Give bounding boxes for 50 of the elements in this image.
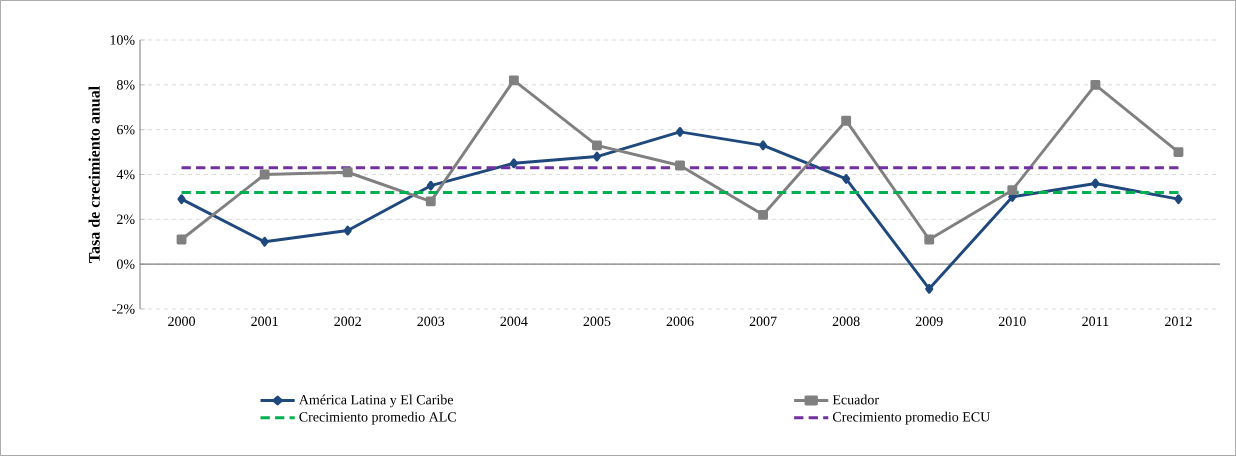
- x-tick-label: 2004: [500, 316, 528, 327]
- y-tick-label: 2%: [117, 214, 135, 225]
- point: [177, 194, 186, 205]
- point: [1174, 194, 1183, 205]
- point: [260, 236, 269, 247]
- point: [259, 169, 270, 180]
- point: [924, 234, 935, 245]
- y-tick-label: -2%: [112, 304, 135, 314]
- point: [591, 140, 602, 151]
- point: [842, 174, 851, 184]
- y-tick-label: 0%: [116, 259, 135, 269]
- point: [508, 75, 519, 86]
- point: [759, 140, 768, 151]
- point: [841, 115, 852, 126]
- x-tick-label: 2008: [832, 316, 860, 327]
- x-tick-label: 2005: [583, 316, 611, 327]
- legend-label: Crecimiento promedio ALC: [299, 411, 456, 425]
- point: [758, 209, 769, 220]
- point: [1091, 178, 1100, 189]
- point: [1090, 79, 1101, 90]
- x-tick-label: 2001: [251, 316, 278, 327]
- point: [1173, 147, 1184, 158]
- legend-label: Ecuador: [832, 394, 879, 405]
- point: [592, 151, 601, 162]
- point: [343, 225, 352, 236]
- point: [176, 234, 187, 245]
- x-tick-label: 2010: [998, 316, 1026, 327]
- point: [342, 167, 353, 178]
- x-tick-label: 2007: [749, 316, 777, 327]
- x-tick-label: 2006: [666, 316, 694, 327]
- point: [925, 283, 934, 294]
- x-tick-label: 2012: [1165, 316, 1192, 327]
- y-tick-label: 10%: [110, 35, 135, 45]
- point: [1007, 185, 1018, 196]
- x-tick-label: 2000: [168, 316, 196, 327]
- point: [426, 180, 435, 191]
- legend-label: América Latina y El Caribe: [298, 394, 454, 408]
- point: [675, 126, 685, 137]
- y-tick-label: 8%: [116, 80, 135, 90]
- x-tick-label: 2009: [915, 316, 943, 327]
- x-tick-label: 2011: [1082, 316, 1109, 327]
- y-tick-label: 4%: [116, 169, 135, 180]
- y-tick-label: 6%: [117, 124, 135, 135]
- x-tick-label: 2003: [417, 316, 445, 327]
- x-tick-label: 2002: [334, 316, 361, 327]
- point: [509, 158, 518, 169]
- point: [425, 196, 436, 207]
- point: [675, 160, 685, 171]
- y-axis-title: Tasa de crecimiento anual: [88, 86, 100, 263]
- legend-label: Crecimiento promedio ECU: [832, 411, 990, 425]
